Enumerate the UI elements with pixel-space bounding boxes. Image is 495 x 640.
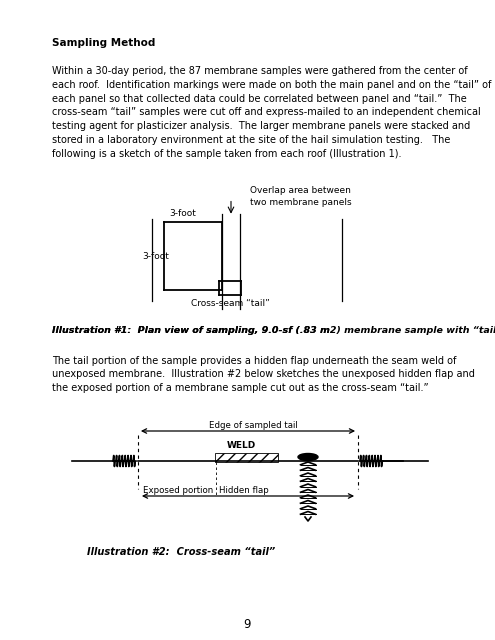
Text: Overlap area between: Overlap area between (250, 186, 351, 195)
Text: Edge of sampled tail: Edge of sampled tail (208, 421, 297, 430)
Text: 9: 9 (244, 618, 251, 631)
Text: each panel so that collected data could be correlated between panel and “tail.” : each panel so that collected data could … (52, 93, 467, 104)
Text: Within a 30-day period, the 87 membrane samples were gathered from the center of: Within a 30-day period, the 87 membrane … (52, 66, 468, 76)
Text: stored in a laboratory environment at the site of the hail simulation testing.  : stored in a laboratory environment at th… (52, 135, 450, 145)
Text: Cross-seam “tail”: Cross-seam “tail” (191, 299, 269, 308)
Text: Hidden flap: Hidden flap (219, 486, 269, 495)
Text: following is a sketch of the sample taken from each roof (Illustration 1).: following is a sketch of the sample take… (52, 148, 401, 159)
Text: Illustration #2:  Cross-seam “tail”: Illustration #2: Cross-seam “tail” (87, 547, 275, 557)
Text: unexposed membrane.  Illustration #2 below sketches the unexposed hidden flap an: unexposed membrane. Illustration #2 belo… (52, 369, 475, 380)
Text: WELD: WELD (227, 440, 256, 449)
Text: 3-foot: 3-foot (169, 209, 196, 218)
Bar (215, 452, 278, 461)
Text: cross-seam “tail” samples were cut off and express-mailed to an independent chem: cross-seam “tail” samples were cut off a… (52, 108, 481, 117)
Text: testing agent for plasticizer analysis.  The larger membrane panels were stacked: testing agent for plasticizer analysis. … (52, 121, 470, 131)
Text: Illustration #1:  Plan view of sampling, 9.0-sf (.83 m: Illustration #1: Plan view of sampling, … (52, 326, 330, 335)
Ellipse shape (298, 454, 318, 461)
Text: Illustration #1:  Plan view of sampling, 9.0-sf (.83 m2) membrane sample with “t: Illustration #1: Plan view of sampling, … (52, 326, 495, 335)
Text: each roof.  Identification markings were made on both the main panel and on the : each roof. Identification markings were … (52, 80, 492, 90)
Text: Exposed portion: Exposed portion (143, 486, 213, 495)
Text: The tail portion of the sample provides a hidden flap underneath the seam weld o: The tail portion of the sample provides … (52, 356, 456, 365)
Text: the exposed portion of a membrane sample cut out as the cross-seam “tail.”: the exposed portion of a membrane sample… (52, 383, 429, 393)
Text: Sampling Method: Sampling Method (52, 38, 155, 48)
Text: 3-foot: 3-foot (142, 252, 169, 260)
Text: two membrane panels: two membrane panels (250, 198, 351, 207)
